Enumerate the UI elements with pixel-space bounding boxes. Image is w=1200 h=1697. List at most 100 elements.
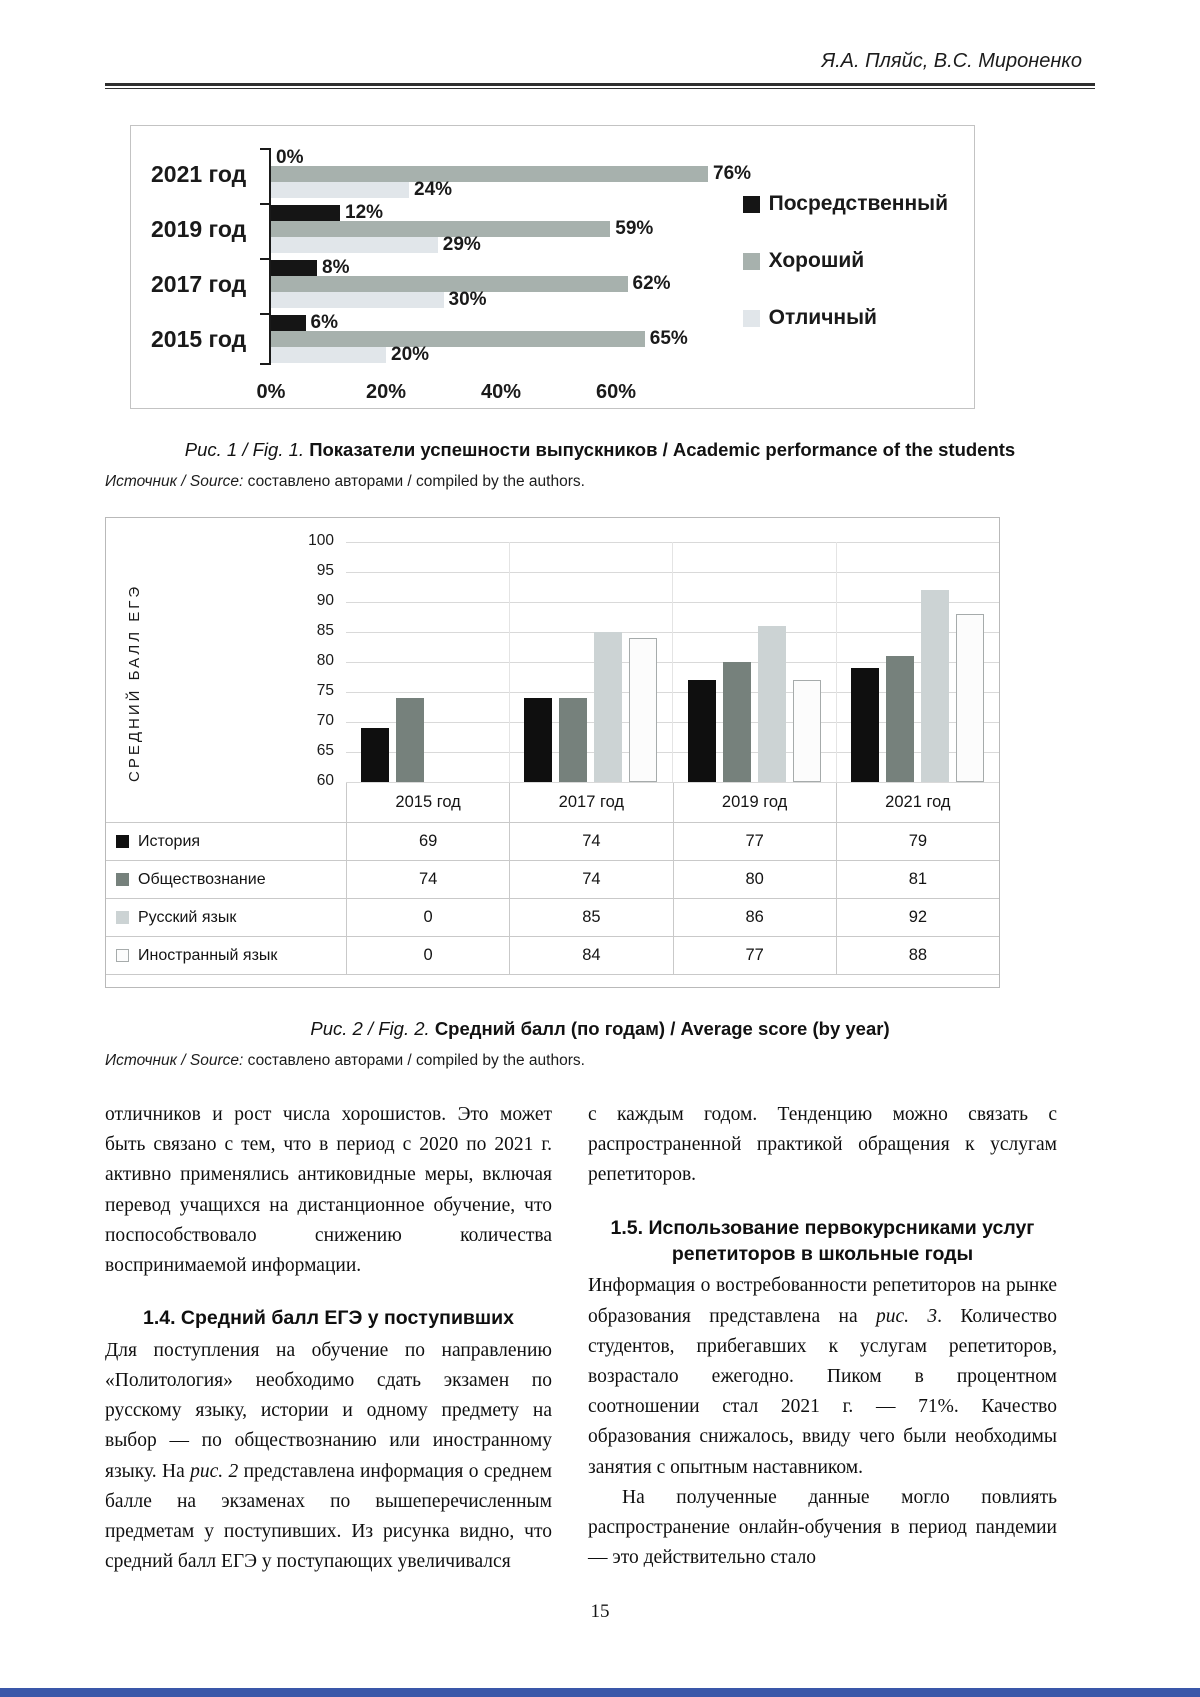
fig2-year-header: 2019 год [672, 782, 836, 822]
figure2-caption-number: Рис. 2 / Fig. 2. [310, 1018, 435, 1039]
fig2-y-tick-label: 80 [316, 652, 334, 669]
fig2-y-tick-label: 90 [316, 592, 334, 609]
series-name: Иностранный язык [138, 946, 278, 964]
fig1-bar-mediocre [271, 315, 306, 331]
paragraph: Информация о востребованности репетиторо… [588, 1271, 1057, 1483]
fig1-bar-excellent [271, 347, 386, 363]
running-head-authors: Я.А. Пляйс, В.С. Мироненко [821, 50, 1082, 72]
fig1-x-tick: 0% [256, 381, 286, 403]
fig1-bar-value: 29% [442, 234, 481, 255]
fig1-bar-value: 6% [310, 312, 338, 333]
fig1-bar-value: 65% [649, 328, 688, 349]
fig2-y-tick-label: 65 [316, 742, 334, 759]
figure1-caption: Рис. 1 / Fig. 1. Показатели успешности в… [105, 439, 1095, 461]
figure-reference: рис. 3 [876, 1305, 938, 1327]
fig2-table-value: 69 [346, 822, 510, 860]
fig2-table-value: 88 [835, 936, 999, 974]
paragraph: На полученные данные могло повлиять расп… [588, 1486, 1057, 1569]
fig2-table-value: 79 [835, 822, 999, 860]
fig2-bar-social-studies [886, 656, 915, 782]
fig2-y-tick-label: 100 [308, 532, 334, 549]
fig1-axis-tick [260, 203, 269, 205]
fig1-year-label: 2019 год [151, 215, 247, 242]
fig1-bar-excellent [271, 292, 444, 308]
fig1-year-group: 2019 год 12% 59% 29% [151, 202, 751, 255]
fig2-table-value: 84 [509, 936, 673, 974]
fig2-table-value: 86 [672, 898, 836, 936]
fig1-bar-good [271, 331, 645, 347]
series-name: Русский язык [138, 908, 237, 926]
fig1-bar-row: 59% [271, 218, 731, 239]
fig2-plot-row: СРЕДНИЙ БАЛЛ ЕГЭ 100 95 90 85 80 75 70 65 60 [106, 532, 999, 789]
fig1-bar-stack: 8% 62% 30% [271, 257, 731, 310]
fig1-bar-row: 8% [271, 257, 731, 278]
fig2-bar-russian [594, 632, 623, 782]
fig1-bar-row: 30% [271, 289, 731, 310]
fig2-year-header: 2021 год [835, 782, 999, 822]
fig1-year-group: 2021 год 0% 76% 24% [151, 147, 751, 200]
figure-reference: рис. 2 [190, 1460, 239, 1482]
fig1-x-axis: 0% 20% 40% 60% [257, 381, 731, 411]
fig1-bar-row: 20% [271, 344, 731, 365]
fig2-table-value: 74 [509, 860, 673, 898]
fig2-table-value: 74 [509, 822, 673, 860]
fig1-legend-label: Отличный [768, 306, 877, 329]
fig2-bar-foreign-language [956, 614, 985, 782]
fig2-y-ticks: 100 95 90 85 80 75 70 65 60 [292, 532, 334, 789]
fig2-y-tick-label: 70 [316, 712, 334, 729]
fig2-year-header: 2015 год [346, 782, 509, 822]
legend-swatch-mediocre [742, 195, 760, 213]
fig2-table-value: 80 [672, 860, 836, 898]
figure2-source-text: составлено авторами / compiled by the au… [247, 1052, 585, 1069]
fig1-bar-value: 8% [322, 257, 350, 278]
figure1-source-text: составлено авторами / compiled by the au… [247, 473, 585, 490]
fig1-bar-mediocre [271, 205, 340, 221]
figure1-caption-title: Показатели успешности выпускников / Acad… [309, 439, 1016, 460]
legend-swatch-foreign-language [116, 949, 129, 962]
fig1-bar-row: 12% [271, 202, 731, 223]
paragraph-text: . Количество студентов, прибегавших к ус… [588, 1305, 1058, 1478]
fig2-bar-foreign-language [629, 638, 658, 782]
paragraph-text: представлена информация о среднем балле … [105, 1460, 552, 1573]
figure1-caption-number: Рис. 1 / Fig. 1. [184, 439, 310, 460]
legend-swatch-good [742, 252, 760, 270]
fig1-bar-row: 65% [271, 328, 731, 349]
article-body: отличников и рост числа хорошистов. Это … [105, 1100, 1057, 1577]
fig1-bar-row: 76% [271, 163, 751, 184]
fig1-bar-excellent [271, 237, 438, 253]
fig2-table-value: 0 [346, 898, 510, 936]
fig2-bar-social-studies [559, 698, 588, 782]
figure1-source: Источник / Source: составлено авторами /… [105, 473, 1095, 491]
fig2-y-tick-label: 75 [316, 682, 334, 699]
left-column: отличников и рост числа хорошистов. Это … [105, 1100, 552, 1577]
figure1-chart: 2021 год 0% 76% 24% 2019 год 12% 59% 29% 2017 го… [130, 125, 975, 409]
fig2-group [672, 542, 836, 782]
fig2-data-table: 2015 год 2017 год 2019 год 2021 год История 6… [106, 782, 999, 975]
fig1-bar-value: 30% [448, 289, 487, 310]
paragraph: с каждым годом. Тенденцию можно связать … [588, 1104, 1057, 1186]
fig2-table-value: 77 [672, 822, 836, 860]
figure2-caption-title: Средний балл (по годам) / Average score … [434, 1018, 890, 1039]
fig1-axis-tick [260, 258, 269, 260]
fig1-bar-row: 6% [271, 312, 731, 333]
fig2-series-label: Иностранный язык [106, 936, 346, 974]
fig2-bar-foreign-language [792, 680, 821, 782]
fig2-plot-area [346, 532, 999, 783]
fig1-bar-value: 76% [713, 163, 752, 184]
fig2-table-value: 81 [835, 860, 999, 898]
fig2-table-value: 77 [672, 936, 836, 974]
fig2-bar-history [524, 698, 553, 782]
fig2-table-value: 85 [509, 898, 673, 936]
fig2-table-corner [106, 782, 346, 820]
fig1-bar-value: 12% [345, 202, 384, 223]
fig2-gridline [346, 782, 999, 783]
fig1-bar-excellent [271, 182, 409, 198]
fig2-year-header: 2017 год [509, 782, 672, 822]
legend-swatch-russian [116, 911, 129, 924]
fig1-bar-value: 0% [276, 147, 304, 168]
fig1-bar-stack: 6% 65% 20% [271, 312, 731, 365]
fig2-bar-social-studies [395, 698, 424, 782]
fig1-x-tick: 40% [480, 381, 522, 403]
legend-swatch-excellent [742, 309, 760, 327]
